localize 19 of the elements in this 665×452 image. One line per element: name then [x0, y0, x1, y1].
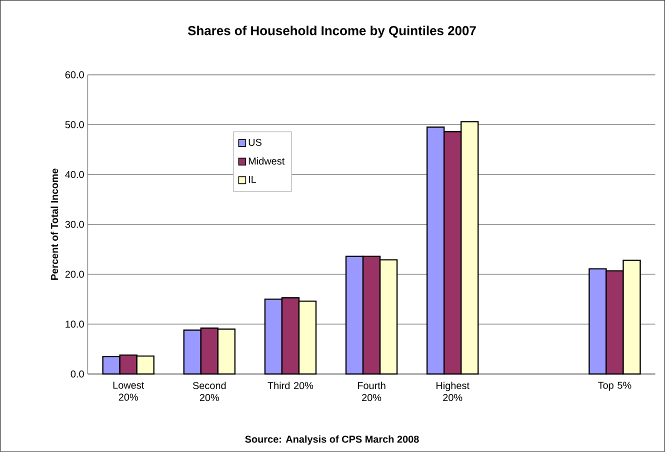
x-tick-label: Third 20% [268, 382, 314, 390]
y-axis-title: Percent of Total Income [50, 168, 58, 280]
y-tick-label: 40.0 [65, 171, 84, 178]
x-tick-label: Top 5% [598, 382, 632, 391]
chart-title: Shares of Household Income by Quintiles 2007 [188, 26, 476, 38]
x-tick-label: Second 20% [192, 382, 226, 402]
x-tick-label: Highest 20% [436, 382, 470, 402]
y-tick-label: 60.0 [65, 71, 84, 78]
x-tick-label: Fourth 20% [358, 382, 386, 402]
y-tick-label: 10.0 [66, 320, 84, 328]
y-tick-label: 30.0 [65, 220, 84, 228]
y-tick-label: 50.0 [65, 121, 84, 128]
legend-label: Midwest [248, 157, 285, 165]
legend-label: US [248, 138, 262, 146]
y-tick-label: 0.0 [70, 370, 84, 378]
source-note: Source: Analysis of CPS March 2008 [245, 436, 419, 445]
y-tick-label: 20.0 [65, 270, 84, 278]
legend-label: IL [249, 176, 256, 183]
x-tick-label: Lowest 20% [113, 382, 144, 401]
